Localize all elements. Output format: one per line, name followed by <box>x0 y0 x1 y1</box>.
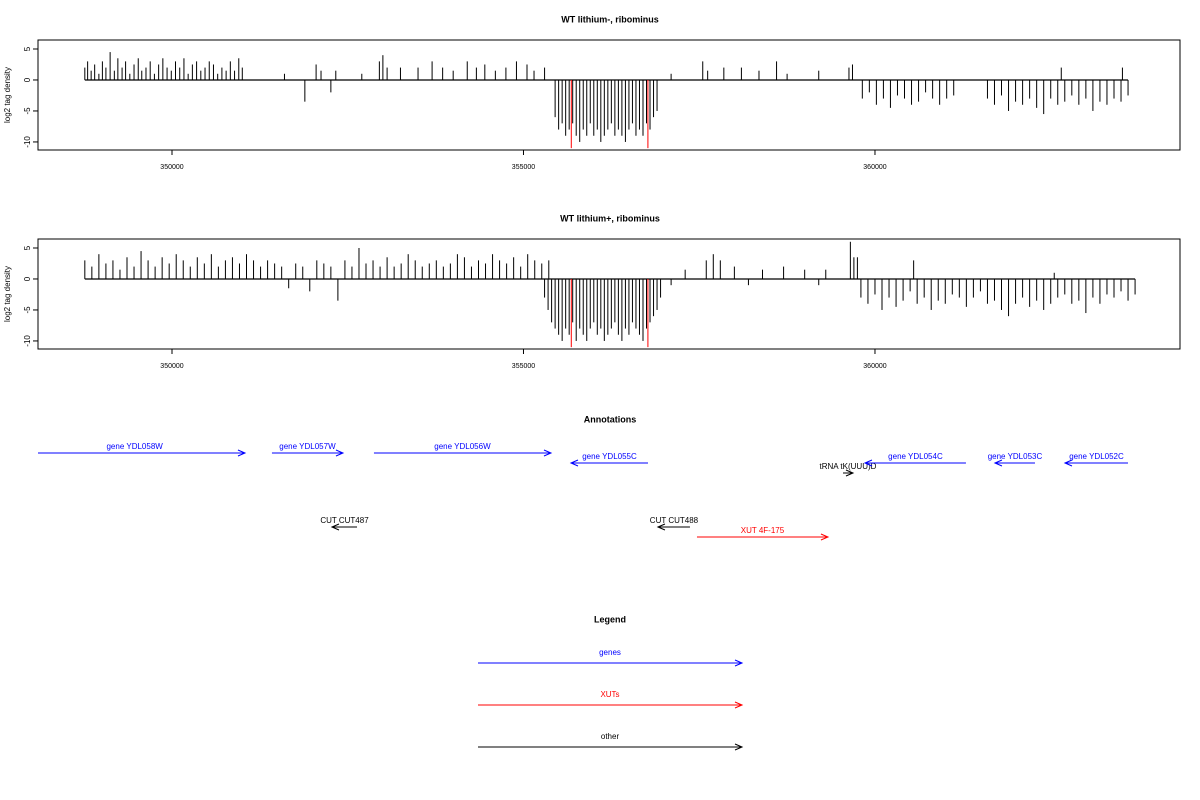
arrow-head <box>845 469 855 477</box>
y-tick-label: -5 <box>23 306 32 314</box>
feature-label: gene YDL055C <box>582 452 637 461</box>
annotation-track: gene YDL058W gene YDL057W gene YDL056W gene… <box>38 442 1128 541</box>
y-axis-label: log2 tag density <box>3 266 12 322</box>
arrow-head <box>569 459 579 467</box>
y-tick-label: 0 <box>23 77 32 82</box>
arrow-head <box>237 449 247 457</box>
y-tick-label: -5 <box>23 107 32 115</box>
arrow-head <box>543 449 553 457</box>
feature-label: XUT 4F-175 <box>741 526 785 535</box>
arrow-head <box>656 523 666 531</box>
feature-label: CUT CUT487 <box>320 516 369 525</box>
arrow-head <box>993 459 1003 467</box>
y-tick-label: 0 <box>23 276 32 281</box>
track-panel: WT lithium+, ribominus log2 tag density -1… <box>3 213 1181 370</box>
y-axis-label: log2 tag density <box>3 67 12 123</box>
x-tick-label: 350000 <box>160 164 183 171</box>
feature-label: gene YDL058W <box>106 442 163 451</box>
y-tick-label: -10 <box>23 335 32 347</box>
legend-label: other <box>601 732 620 741</box>
arrow-head <box>335 449 345 457</box>
annotations-title: Annotations <box>584 414 637 424</box>
feature-label: CUT CUT488 <box>650 516 699 525</box>
legend-arrow-head <box>734 743 744 751</box>
feature-label: tRNA tK(UUU)D <box>820 462 877 471</box>
arrow-head <box>863 459 873 467</box>
legend-label: genes <box>599 648 621 657</box>
feature-label: gene YDL056W <box>434 442 491 451</box>
x-tick-label: 355000 <box>512 363 535 370</box>
track-panel: WT lithium-, ribominus log2 tag density -1… <box>3 14 1181 171</box>
panel-title: WT lithium+, ribominus <box>560 213 660 223</box>
panel-title: WT lithium-, ribominus <box>561 14 659 24</box>
feature-label: gene YDL053C <box>988 452 1043 461</box>
plot-frame <box>37 39 1181 151</box>
y-tick-label: -10 <box>23 136 32 148</box>
x-tick-label: 350000 <box>160 363 183 370</box>
x-tick-label: 355000 <box>512 164 535 171</box>
x-tick-label: 360000 <box>863 164 886 171</box>
legend-arrow-head <box>734 701 744 709</box>
feature-label: gene YDL052C <box>1069 452 1124 461</box>
plot-frame <box>37 238 1181 350</box>
arrow-head <box>330 523 340 531</box>
y-tick-label: 5 <box>23 46 32 51</box>
feature-label: gene YDL054C <box>888 452 943 461</box>
legend-label: XUTs <box>600 690 619 699</box>
arrow-head <box>1063 459 1073 467</box>
legend-arrow-head <box>734 659 744 667</box>
feature-label: gene YDL057W <box>279 442 336 451</box>
arrow-head <box>820 533 830 541</box>
legend-title: Legend <box>594 614 626 624</box>
y-tick-label: 5 <box>23 245 32 250</box>
x-tick-label: 360000 <box>863 363 886 370</box>
